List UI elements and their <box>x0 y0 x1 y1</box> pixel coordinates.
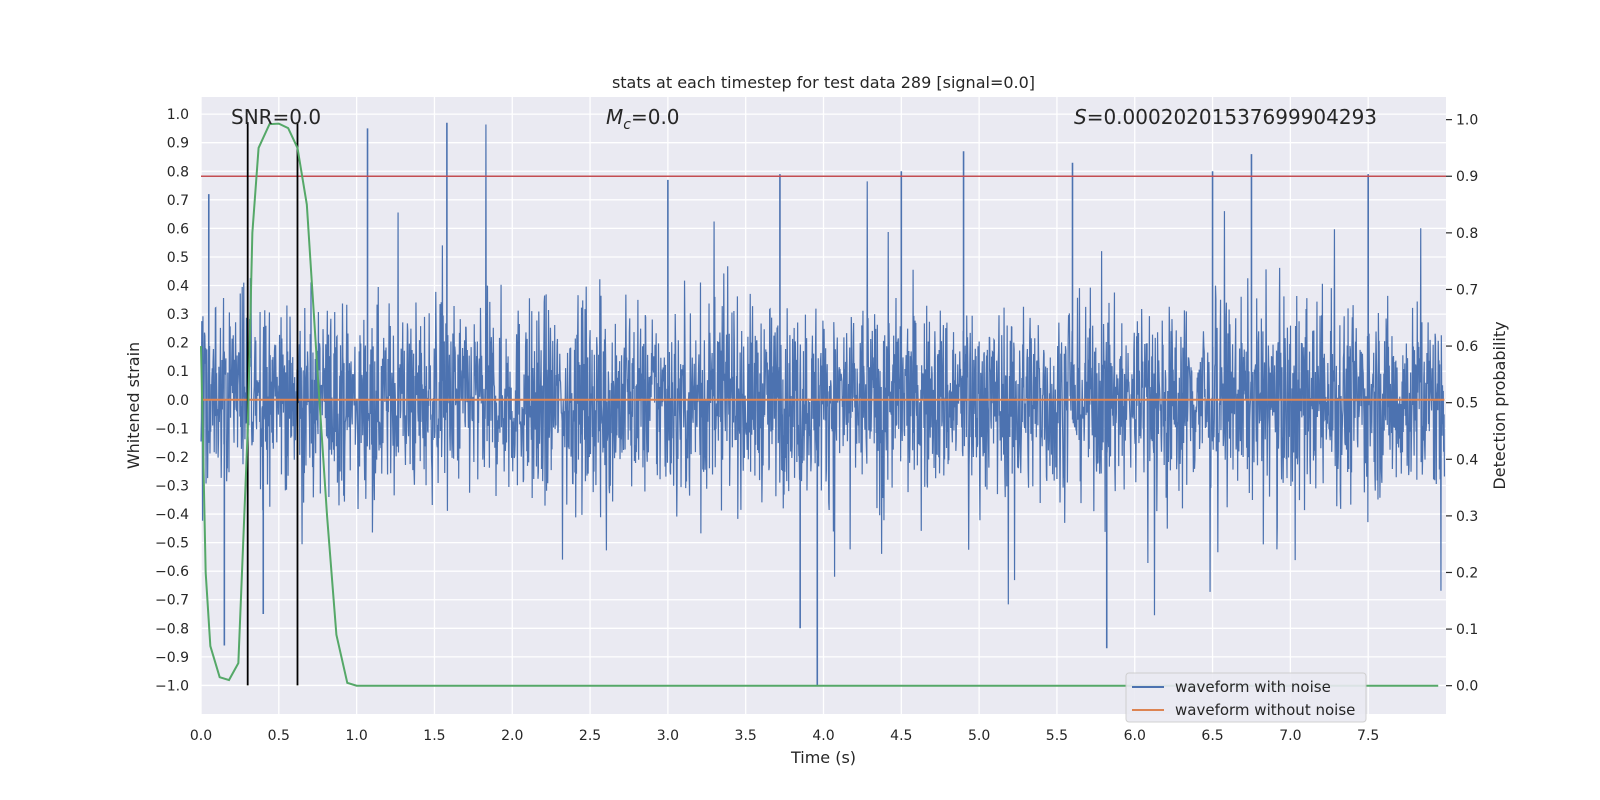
y-right-tick-label-5: 0.5 <box>1456 396 1478 412</box>
y-left-tick-label-9: 0.1 <box>167 364 189 380</box>
y-left-tick-label-2: 0.8 <box>167 164 189 180</box>
legend-label-0: waveform with noise <box>1175 678 1331 696</box>
x-tick-label-15: 7.5 <box>1357 728 1379 744</box>
y-right-tick-label-9: 0.1 <box>1456 622 1478 638</box>
y-left-tick-label-20: −1.0 <box>155 678 189 694</box>
x-tick-label-1: 0.5 <box>268 728 290 744</box>
x-tick-label-5: 2.5 <box>579 728 601 744</box>
x-tick-label-6: 3.0 <box>657 728 679 744</box>
mc-subscript: c <box>623 117 631 133</box>
x-tick-label-9: 4.5 <box>890 728 912 744</box>
mc-annotation: Mc=0.0 <box>606 105 680 133</box>
y-right-tick-label-8: 0.2 <box>1456 565 1478 581</box>
y-right-tick-label-1: 0.9 <box>1456 169 1478 185</box>
x-axis: 0.0 0.5 1.0 1.5 2.0 2.5 3.0 3.5 4.0 4.5 5.0 5.5 6.0 6… <box>190 728 1379 744</box>
x-tick-label-0: 0.0 <box>190 728 212 744</box>
x-tick-label-10: 5.0 <box>968 728 990 744</box>
x-tick-label-14: 7.0 <box>1279 728 1301 744</box>
y-left-tick-label-16: −0.6 <box>155 564 189 580</box>
s-value: =0.00020201537699904293 <box>1087 105 1377 129</box>
y-axis-right: 1.0 0.9 0.8 0.7 0.6 0.5 0.4 0.3 0.2 0.1 0.0 <box>1446 113 1478 695</box>
overlays <box>200 122 1446 687</box>
y-left-tick-label-6: 0.4 <box>167 279 189 295</box>
legend-label-1: waveform without noise <box>1175 701 1355 719</box>
x-tick-label-8: 4.0 <box>812 728 834 744</box>
y-left-tick-label-1: 0.9 <box>167 136 189 152</box>
y-axis-left-title: Whitened strain <box>124 342 143 469</box>
series-waveform-with-noise <box>200 124 1446 616</box>
y-right-tick-label-3: 0.7 <box>1456 282 1478 298</box>
s-annotation: S=0.00020201537699904293 <box>1074 105 1377 129</box>
y-left-tick-label-0: 1.0 <box>167 107 189 123</box>
y-left-tick-label-11: −0.1 <box>155 421 189 437</box>
y-axis-right-title: Detection probability <box>1490 321 1509 489</box>
y-left-tick-label-19: −0.9 <box>155 650 189 666</box>
y-left-tick-label-10: 0.0 <box>167 393 189 409</box>
x-tick-label-3: 1.5 <box>423 728 445 744</box>
y-right-tick-label-4: 0.6 <box>1456 339 1478 355</box>
series-detection-probability <box>200 122 1439 687</box>
y-right-tick-label-0: 1.0 <box>1456 113 1478 129</box>
x-tick-label-11: 5.5 <box>1046 728 1068 744</box>
noise-series <box>200 122 1446 686</box>
legend: waveform with noise waveform without nois… <box>1125 672 1367 723</box>
y-left-tick-label-4: 0.6 <box>167 221 189 237</box>
y-left-tick-label-5: 0.5 <box>167 250 189 266</box>
y-left-tick-label-14: −0.4 <box>155 507 189 523</box>
y-left-tick-label-7: 0.3 <box>167 307 189 323</box>
mc-symbol: M <box>606 105 623 129</box>
x-tick-label-2: 1.0 <box>345 728 367 744</box>
y-left-tick-label-8: 0.2 <box>167 336 189 352</box>
y-right-tick-label-6: 0.4 <box>1456 452 1478 468</box>
y-axis-left: 1.0 0.9 0.8 0.7 0.6 0.5 0.4 0.3 0.2 0.1 0.0 −0.1 −0.… <box>155 107 189 694</box>
y-right-tick-label-10: 0.0 <box>1456 679 1478 695</box>
x-axis-title: Time (s) <box>790 748 856 767</box>
x-tick-label-13: 6.5 <box>1201 728 1223 744</box>
y-right-tick-label-7: 0.3 <box>1456 509 1478 525</box>
y-left-tick-label-17: −0.7 <box>155 593 189 609</box>
legend-box <box>1125 672 1367 723</box>
x-tick-label-12: 6.0 <box>1124 728 1146 744</box>
y-left-tick-label-13: −0.3 <box>155 478 189 494</box>
chart-title: stats at each timestep for test data 289… <box>612 73 1035 92</box>
y-left-tick-label-15: −0.5 <box>155 536 189 552</box>
y-left-tick-label-12: −0.2 <box>155 450 189 466</box>
y-right-tick-label-2: 0.8 <box>1456 226 1478 242</box>
s-symbol: S <box>1074 105 1087 129</box>
x-tick-label-7: 3.5 <box>735 728 757 744</box>
snr-annotation: SNR=0.0 <box>231 105 321 129</box>
x-tick-label-4: 2.0 <box>501 728 523 744</box>
y-left-tick-label-18: −0.8 <box>155 621 189 637</box>
y-left-tick-label-3: 0.7 <box>167 193 189 209</box>
mc-value: =0.0 <box>631 105 680 129</box>
